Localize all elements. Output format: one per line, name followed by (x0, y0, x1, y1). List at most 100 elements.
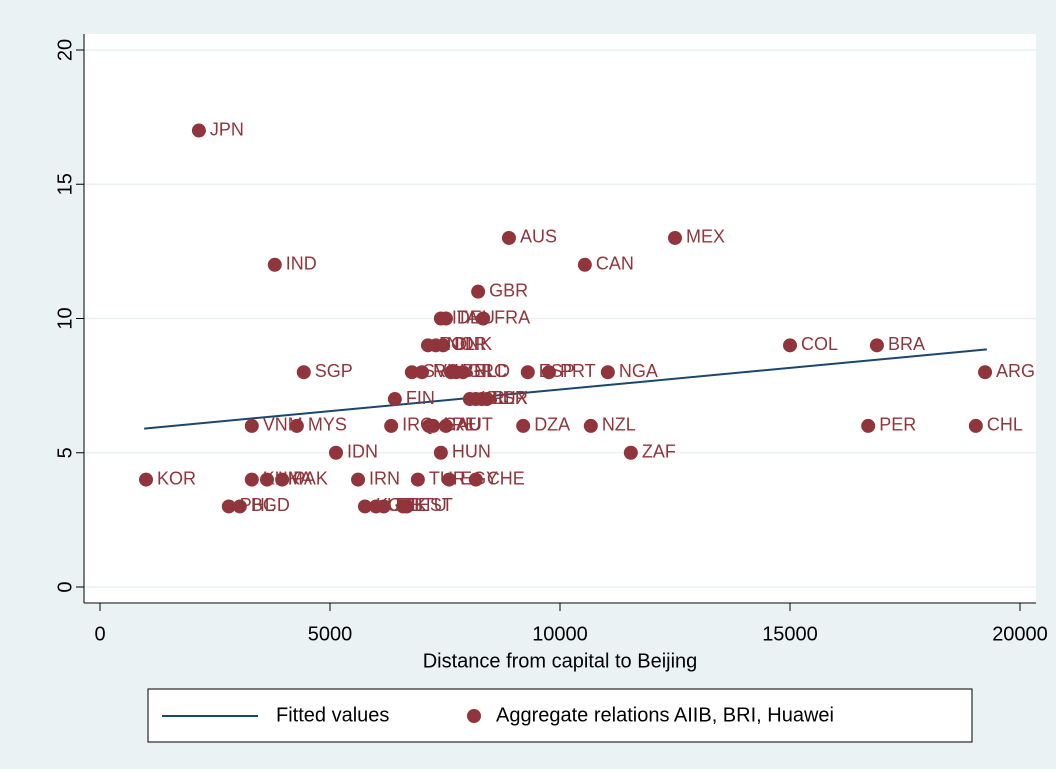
point (861, 418, 876, 433)
point-label: PHL (240, 495, 275, 515)
point (415, 365, 429, 380)
point (476, 311, 491, 326)
point-label: ITA (452, 307, 479, 327)
point (221, 499, 236, 514)
point (296, 365, 311, 380)
point (267, 257, 282, 272)
point (479, 392, 494, 407)
point-label: BGD (251, 495, 290, 515)
point (275, 472, 290, 487)
point (968, 418, 983, 433)
legend-label: Aggregate relations AIIB, BRI, Huawei (496, 704, 834, 726)
x-tick-label: 5000 (308, 623, 353, 645)
point (232, 499, 247, 514)
point (623, 445, 638, 460)
point-label: DEU (457, 307, 495, 327)
point-label: CHL (987, 415, 1023, 435)
point (783, 338, 797, 353)
point (468, 472, 483, 487)
point-label: DZA (534, 415, 570, 435)
point (436, 338, 451, 353)
x-tick-label: 10000 (532, 623, 588, 645)
point-label: AUT (457, 415, 493, 435)
point-label: IDN (347, 442, 378, 462)
point (438, 311, 453, 326)
point-label: TJK (395, 495, 427, 515)
point-label: ESP (539, 361, 575, 381)
point-label: GRC (467, 361, 507, 381)
point-label: ARG (996, 361, 1035, 381)
point-label: CHE (487, 468, 525, 488)
x-tick-label: 20000 (992, 623, 1048, 645)
y-tick-label: 0 (54, 581, 76, 592)
point (404, 365, 419, 380)
point-label: POL (439, 334, 475, 354)
x-axis-label: Distance from capital to Beijing (423, 650, 698, 672)
point-label: ISL (481, 388, 508, 408)
point (438, 418, 453, 433)
point (668, 230, 682, 245)
point (139, 472, 153, 487)
point (328, 445, 343, 460)
point (541, 365, 556, 380)
point-label: FIN (406, 388, 435, 408)
y-tick-label: 5 (54, 447, 76, 458)
y-tick-label: 10 (54, 307, 76, 329)
point-label: NZL (602, 415, 636, 435)
legend-symbol (467, 709, 481, 723)
point-label: IRQ (402, 415, 434, 435)
point (433, 445, 448, 460)
point-label: EGY (460, 468, 498, 488)
point (384, 418, 399, 433)
point-label: NLD (474, 361, 510, 381)
point-label: IND (286, 254, 317, 274)
point-label: KGZ (376, 495, 413, 515)
point (577, 257, 592, 272)
point-label: PER (879, 415, 916, 435)
y-tick-label: 15 (54, 173, 76, 195)
point-label: TUR (429, 468, 466, 488)
point (410, 472, 425, 487)
point (244, 418, 259, 433)
point (869, 338, 884, 353)
point-label: VNM (263, 415, 303, 435)
point-label: GBR (489, 280, 528, 300)
point-label: UZB (387, 495, 423, 515)
point (376, 499, 391, 514)
point-label: LTU (414, 495, 447, 515)
point-label: BRA (888, 334, 925, 354)
point-label: COL (801, 334, 838, 354)
point-label: NGA (619, 361, 658, 381)
point-label: PRT (560, 361, 596, 381)
point (520, 365, 535, 380)
point (244, 472, 259, 487)
point-label: ROU (433, 361, 473, 381)
point (351, 472, 366, 487)
point-label: SVK (423, 361, 459, 381)
point (357, 499, 372, 514)
x-tick-label: 15000 (762, 623, 818, 645)
point-label: HUN (452, 442, 491, 462)
point-label: JPN (210, 119, 244, 139)
point-label: BEL (462, 361, 496, 381)
point-label: CAN (596, 254, 634, 274)
x-tick-label: 0 (94, 623, 105, 645)
point (426, 418, 441, 433)
point-label: SAU (444, 415, 481, 435)
point-label: ZAF (642, 442, 676, 462)
point (516, 418, 531, 433)
point-label: IRL (487, 388, 515, 408)
point (387, 392, 402, 407)
point-label: PAK (293, 468, 328, 488)
point (442, 472, 457, 487)
point-label: KHM (263, 468, 303, 488)
point-label: IRN (369, 468, 400, 488)
point (471, 284, 486, 299)
point-label: AUS (520, 227, 557, 247)
point-label: DNK (454, 334, 492, 354)
point (259, 472, 274, 487)
point (501, 230, 516, 245)
legend-label: Fitted values (276, 704, 389, 726)
y-tick-label: 20 (54, 39, 76, 61)
